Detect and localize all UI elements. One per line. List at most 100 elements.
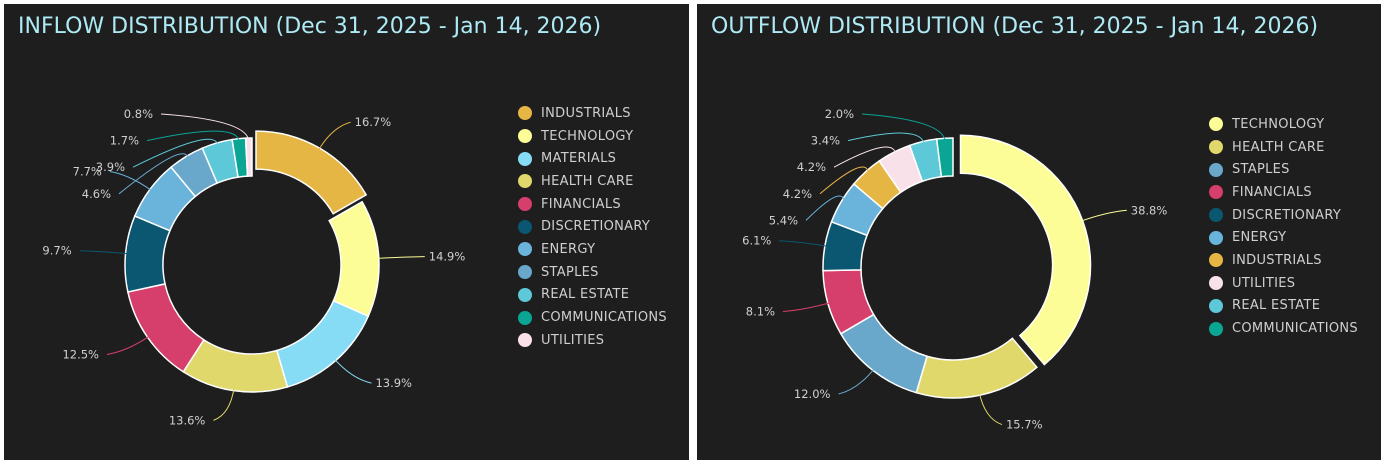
legend-item[interactable]: REAL ESTATE (1209, 295, 1358, 318)
data-label: 0.8% (124, 107, 153, 121)
leader-line (833, 146, 897, 168)
legend-item[interactable]: INDUSTRIALS (518, 102, 667, 125)
legend-label: TECHNOLOGY (1232, 116, 1325, 132)
legend-label: MATERIALS (541, 151, 617, 167)
legend-label: FINANCIALS (1232, 184, 1312, 200)
legend-item[interactable]: FINANCIALS (518, 193, 667, 216)
legend-dot-icon (518, 265, 532, 280)
data-label: 9.7% (42, 244, 71, 258)
legend-item[interactable]: MATERIALS (518, 147, 667, 170)
legend-item[interactable]: REAL ESTATE (518, 284, 667, 307)
legend-label: INDUSTRIALS (1232, 252, 1322, 268)
data-label: 5.4% (769, 213, 798, 227)
leader-line (819, 166, 869, 195)
legend-label: HEALTH CARE (1232, 139, 1325, 155)
legend-item[interactable]: TECHNOLOGY (1209, 113, 1358, 136)
leader-line (838, 366, 876, 395)
legend-label: ENERGY (1232, 230, 1287, 246)
legend-item[interactable]: TECHNOLOGY (518, 125, 667, 148)
data-label: 12.0% (794, 387, 831, 401)
legend-dot-icon (518, 219, 532, 234)
leader-line (106, 334, 152, 355)
leader-line (374, 256, 425, 259)
slice-materials[interactable] (275, 299, 370, 388)
leader-line (109, 171, 154, 193)
data-label: 3.9% (96, 160, 125, 174)
legend-label: HEALTH CARE (541, 173, 634, 189)
legend-dot-icon (518, 333, 532, 348)
outflow-panel: OUTFLOW DISTRIBUTION (Dec 31, 2025 - Jan… (697, 4, 1381, 460)
legend-item[interactable]: ENERGY (518, 238, 667, 261)
data-label: 1.7% (110, 134, 139, 148)
legend-label: STAPLES (1232, 162, 1290, 178)
legend-label: ENERGY (541, 241, 596, 257)
legend-item[interactable]: DISCRETIONARY (518, 215, 667, 238)
legend-label: REAL ESTATE (1232, 298, 1321, 314)
legend-item[interactable]: COMMUNICATIONS (1209, 317, 1358, 340)
legend-dot-icon (1209, 185, 1223, 200)
legend-item[interactable]: INDUSTRIALS (1209, 249, 1358, 272)
data-label: 6.1% (742, 234, 771, 248)
legend-dot-icon (1209, 162, 1223, 177)
legend-label: COMMUNICATIONS (541, 310, 667, 326)
data-label: 4.2% (797, 160, 826, 174)
legend-item[interactable]: HEALTH CARE (1209, 136, 1358, 159)
data-label: 15.7% (1006, 418, 1043, 432)
legend-dot-icon (518, 151, 532, 166)
leader-line (118, 153, 189, 195)
legend-dot-icon (518, 242, 532, 257)
legend-dot-icon (518, 197, 532, 212)
legend-dot-icon (518, 310, 532, 325)
slice-utilities[interactable] (244, 137, 253, 177)
legend-item[interactable]: UTILITIES (1209, 272, 1358, 295)
legend-item[interactable]: HEALTH CARE (518, 170, 667, 193)
data-label: 2.0% (825, 107, 854, 121)
legend-dot-icon (1209, 253, 1223, 268)
data-label: 14.9% (429, 250, 466, 264)
legend-dot-icon (518, 106, 532, 121)
legend-label: FINANCIALS (541, 196, 621, 212)
data-label: 16.7% (355, 115, 392, 129)
legend-label: REAL ESTATE (541, 287, 630, 303)
legend-label: TECHNOLOGY (541, 128, 634, 144)
leader-line (805, 195, 845, 221)
inflow-legend: INDUSTRIALS TECHNOLOGY MATERIALS HEALTH CAR… (518, 102, 667, 352)
data-label: 13.9% (375, 376, 412, 390)
legend-item[interactable]: STAPLES (518, 261, 667, 284)
legend-dot-icon (1209, 230, 1223, 245)
legend-item[interactable]: STAPLES (1209, 158, 1358, 181)
data-label: 13.6% (169, 413, 206, 427)
legend-dot-icon (1209, 298, 1223, 313)
legend-dot-icon (518, 174, 532, 189)
slice-technology[interactable] (328, 200, 380, 318)
leader-line (132, 138, 219, 168)
leader-line (146, 130, 240, 143)
legend-dot-icon (1209, 276, 1223, 291)
legend-label: DISCRETIONARY (1232, 207, 1342, 223)
legend-item[interactable]: COMMUNICATIONS (518, 306, 667, 329)
leader-line (782, 301, 832, 312)
chart-title: INFLOW DISTRIBUTION (Dec 31, 2025 - Jan … (18, 14, 602, 39)
leader-line (978, 391, 1003, 426)
outflow-legend: TECHNOLOGY HEALTH CARE STAPLES FINANCIALS DI… (1209, 113, 1358, 340)
outflow-donut-chart: 38.8% 15.7% 12.0% 8.1% 6.1% 5.4% 4.2% 4.2% 3.4% 2… (742, 107, 1168, 432)
slice-financials[interactable] (126, 282, 205, 373)
slice-health-care[interactable] (915, 337, 1038, 399)
legend-dot-icon (1209, 321, 1223, 336)
slice-technology[interactable] (959, 134, 1092, 366)
legend-label: STAPLES (541, 264, 599, 280)
leader-line (779, 240, 829, 248)
slice-communications[interactable] (935, 137, 954, 178)
legend-label: UTILITIES (1232, 275, 1296, 291)
legend-item[interactable]: UTILITIES (518, 329, 667, 352)
legend-item[interactable]: ENERGY (1209, 226, 1358, 249)
legend-dot-icon (1209, 208, 1223, 223)
legend-item[interactable]: DISCRETIONARY (1209, 204, 1358, 227)
legend-label: INDUSTRIALS (541, 105, 631, 121)
inflow-donut-chart: 16.7% 14.9% 13.9% 13.6% 12.5% 9.7% 7.7% 4.6% 3.9… (42, 107, 466, 427)
data-label: 38.8% (1131, 203, 1168, 217)
data-label: 4.2% (783, 187, 812, 201)
legend-item[interactable]: FINANCIALS (1209, 181, 1358, 204)
legend-label: UTILITIES (541, 332, 605, 348)
slice-industrials[interactable] (255, 130, 368, 215)
